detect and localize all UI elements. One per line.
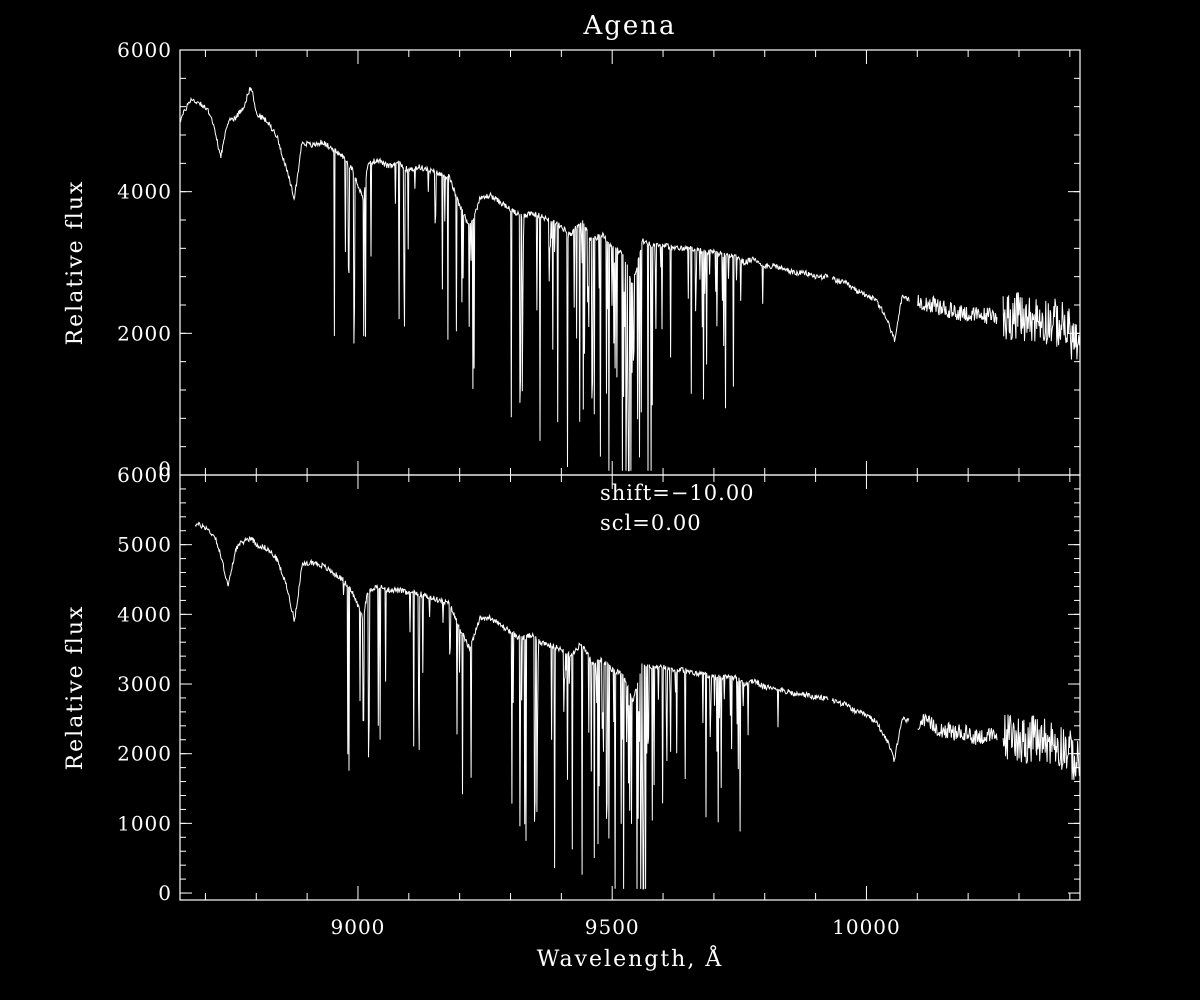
bottom-y-axis-title: Relative flux <box>63 605 88 771</box>
bottom-x-tick-label: 10000 <box>832 915 901 939</box>
top-spectrum-line <box>179 86 1080 472</box>
top-y-tick-label: 2000 <box>117 321 172 345</box>
bottom-y-tick-label: 3000 <box>117 672 172 696</box>
x-axis-title: Wavelength, Å <box>537 944 723 972</box>
top-plot-frame <box>179 49 1081 476</box>
annotation-1: scl=0.00 <box>600 511 702 535</box>
annotation-0: shift=−10.00 <box>600 481 755 505</box>
top-y-tick-label: 4000 <box>117 180 172 204</box>
bottom-x-tick-label: 9000 <box>331 915 386 939</box>
top-y-axis-title: Relative flux <box>63 180 88 346</box>
top-y-tick-label: 6000 <box>117 38 172 62</box>
bottom-y-tick-label: 0 <box>158 881 172 905</box>
top-y-tick-label: 0 <box>158 457 172 481</box>
bottom-y-tick-label: 2000 <box>117 742 172 766</box>
bottom-spectrum-line <box>194 521 1080 890</box>
bottom-panel: 0 1000 2000 3000 4000 5000 6000 9000 9500 10000 Re… <box>63 463 1081 972</box>
bottom-y-tick-label: 5000 <box>117 533 172 557</box>
chart-title: Agena <box>582 11 676 41</box>
bottom-y-tick-label: 4000 <box>117 602 172 626</box>
bottom-y-tick-label: 6000 <box>117 463 172 487</box>
top-panel: 0 2000 4000 6000 Relative flux Agena <box>63 11 1081 481</box>
bottom-x-tick-label: 9500 <box>585 915 640 939</box>
bottom-y-tick-label: 1000 <box>117 811 172 835</box>
bottom-plot-frame <box>179 474 1081 901</box>
